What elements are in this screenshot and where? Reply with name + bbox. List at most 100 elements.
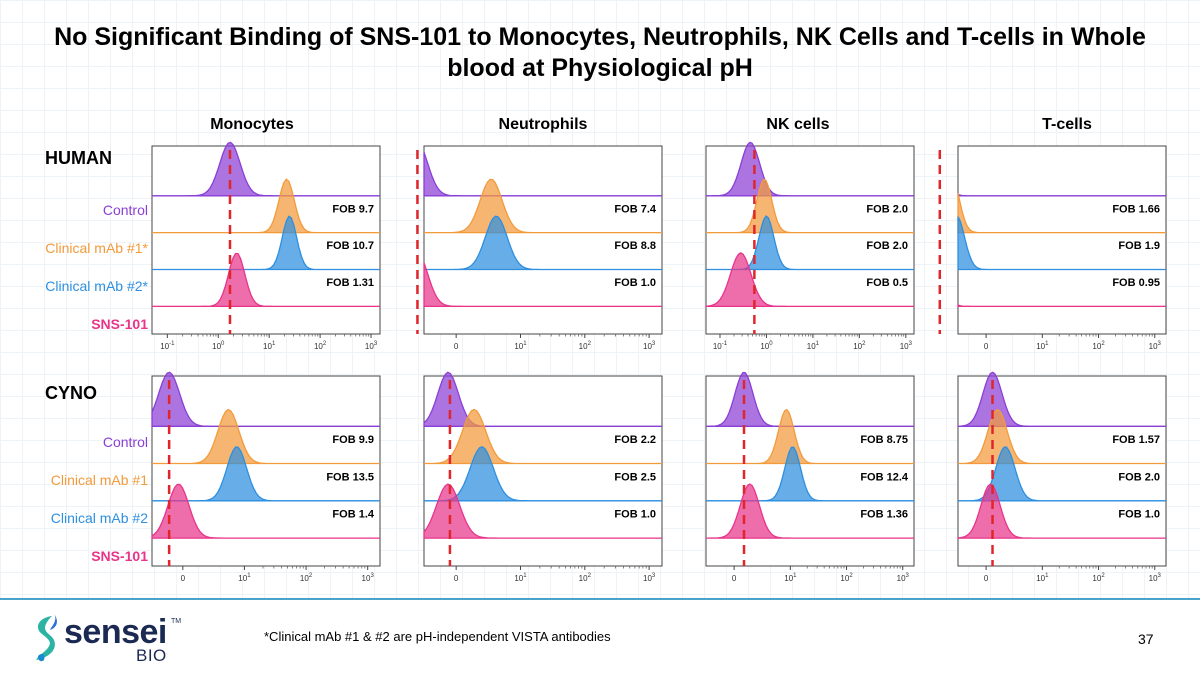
fob-label-cyno-monocytes-sns-101: FOB 1.4 (332, 509, 374, 521)
histogram-human-neutrophils-control (423, 151, 662, 197)
fob-label-human-monocytes-sns-101: FOB 1.31 (326, 277, 374, 289)
tick-label-human-nk-cells-4: 103 (900, 341, 913, 351)
fob-label-human-t-cells-clinical-1: FOB 1.66 (1112, 203, 1160, 215)
histogram-cyno-nk-cells-sns-101 (706, 483, 914, 539)
fob-label-human-nk-cells-clinical-2: FOB 2.0 (866, 240, 908, 252)
histogram-cyno-t-cells-control (957, 371, 1166, 427)
panel-frame-human-neutrophils (423, 145, 663, 335)
brand-subtitle: BIO (136, 646, 167, 665)
histogram-cyno-monocytes-control (151, 371, 380, 427)
tick-label-human-neutrophils-2: 102 (579, 341, 592, 351)
histogram-human-nk-cells-sns-101 (705, 252, 914, 308)
tick-label-human-neutrophils-3: 103 (643, 341, 656, 351)
tick-label-cyno-nk-cells-1: 101 (784, 573, 797, 583)
tick-label-cyno-t-cells-3: 103 (1149, 573, 1162, 583)
fob-label-human-neutrophils-sns-101: FOB 1.0 (614, 277, 656, 289)
row-label-human-clinical-1: Clinical mAb #1* (45, 240, 148, 256)
fob-label-cyno-monocytes-clinical-2: FOB 13.5 (326, 471, 374, 483)
tick-label-human-neutrophils-1: 101 (514, 341, 527, 351)
tick-label-cyno-monocytes-2: 102 (300, 573, 313, 583)
histogram-human-t-cells-clinical-1 (957, 193, 1166, 234)
column-header-neutrophils: Neutrophils (498, 116, 588, 133)
slide-title: No Significant Binding of SNS-101 to Mon… (54, 23, 1146, 82)
histogram-cyno-nk-cells-clinical-1 (706, 408, 914, 465)
histogram-human-neutrophils-clinical-1 (424, 178, 662, 234)
footnote: *Clinical mAb #1 & #2 are pH-independent… (264, 629, 611, 644)
tick-label-cyno-monocytes-3: 103 (362, 573, 375, 583)
tick-label-cyno-neutrophils-1: 101 (514, 573, 527, 583)
fob-label-cyno-t-cells-clinical-1: FOB 1.57 (1112, 434, 1160, 446)
column-header-nk-cells: NK cells (766, 116, 830, 133)
histogram-human-neutrophils-clinical-2 (424, 215, 662, 271)
histogram-human-monocytes-control (152, 141, 380, 197)
fob-label-cyno-nk-cells-clinical-2: FOB 12.4 (860, 471, 909, 483)
tick-label-cyno-monocytes-0: 0 (181, 574, 186, 583)
fob-label-human-neutrophils-clinical-2: FOB 8.8 (614, 240, 656, 252)
histogram-cyno-nk-cells-control (706, 371, 914, 427)
tick-label-cyno-nk-cells-3: 103 (897, 573, 910, 583)
row-label-cyno-clinical-1: Clinical mAb #1 (50, 472, 148, 488)
tick-label-cyno-neutrophils-2: 102 (579, 573, 592, 583)
tick-label-cyno-neutrophils-3: 103 (643, 573, 656, 583)
fob-label-human-monocytes-clinical-2: FOB 10.7 (326, 240, 374, 252)
fob-label-cyno-nk-cells-sns-101: FOB 1.36 (860, 509, 908, 521)
sensei-logo-icon (36, 614, 57, 662)
tick-label-cyno-t-cells-2: 102 (1092, 573, 1105, 583)
tick-label-human-t-cells-1: 101 (1036, 341, 1049, 351)
histogram-cyno-monocytes-sns-101 (151, 483, 380, 539)
species-label-human: HUMAN (45, 148, 112, 168)
tick-label-human-nk-cells-1: 100 (760, 341, 773, 351)
histogram-cyno-t-cells-sns-101 (957, 483, 1166, 539)
histogram-human-nk-cells-clinical-1 (706, 178, 914, 234)
fob-label-cyno-nk-cells-clinical-1: FOB 8.75 (860, 434, 908, 446)
fob-label-cyno-neutrophils-clinical-1: FOB 2.2 (614, 434, 656, 446)
histogram-cyno-monocytes-clinical-1 (152, 408, 380, 465)
fob-label-human-nk-cells-clinical-1: FOB 2.0 (866, 203, 908, 215)
tick-label-human-monocytes-0: 10-1 (160, 341, 175, 351)
page-number: 37 (1138, 631, 1154, 647)
row-label-cyno-sns-101: SNS-101 (91, 548, 148, 564)
tick-label-cyno-nk-cells-2: 102 (840, 573, 853, 583)
histogram-human-nk-cells-control (706, 141, 914, 197)
row-label-human-control: Control (102, 202, 148, 218)
histogram-cyno-neutrophils-control (423, 371, 662, 427)
tick-label-cyno-nk-cells-0: 0 (732, 574, 737, 583)
row-label-human-clinical-2: Clinical mAb #2* (45, 278, 148, 294)
histogram-cyno-neutrophils-sns-101 (423, 483, 662, 539)
fob-label-human-t-cells-clinical-2: FOB 1.9 (1118, 240, 1160, 252)
row-label-cyno-control: Control (102, 434, 148, 450)
histogram-human-t-cells-clinical-2 (957, 216, 1166, 271)
row-label-human-sns-101: SNS-101 (91, 316, 148, 332)
tick-label-human-t-cells-2: 102 (1092, 341, 1105, 351)
fob-label-cyno-t-cells-sns-101: FOB 1.0 (1118, 509, 1160, 521)
tick-label-human-monocytes-1: 100 (212, 341, 225, 351)
column-header-t-cells: T-cells (1042, 116, 1092, 133)
fob-label-human-monocytes-clinical-1: FOB 9.7 (332, 203, 374, 215)
histogram-cyno-neutrophils-clinical-2 (424, 446, 662, 502)
tick-label-human-t-cells-0: 0 (984, 342, 989, 351)
panel-frame-human-monocytes (151, 145, 381, 335)
footer-rule (0, 598, 1200, 600)
histogram-human-monocytes-clinical-1 (152, 178, 380, 234)
fob-label-cyno-t-cells-clinical-2: FOB 2.0 (1118, 471, 1160, 483)
column-header-monocytes: Monocytes (210, 116, 294, 133)
tick-label-human-nk-cells-0: 10-1 (713, 341, 728, 351)
tick-label-human-t-cells-3: 103 (1149, 341, 1162, 351)
histogram-human-monocytes-sns-101 (152, 252, 380, 308)
fob-label-cyno-neutrophils-sns-101: FOB 1.0 (614, 509, 656, 521)
fob-label-human-t-cells-sns-101: FOB 0.95 (1112, 277, 1160, 289)
fob-label-human-nk-cells-sns-101: FOB 0.5 (866, 277, 908, 289)
tick-label-human-monocytes-4: 103 (365, 341, 378, 351)
tick-label-human-nk-cells-2: 101 (807, 341, 820, 351)
brand-wordmark: sensei (64, 613, 167, 651)
tick-label-cyno-neutrophils-0: 0 (454, 574, 459, 583)
histogram-human-t-cells-control (957, 193, 1166, 197)
tick-label-human-neutrophils-0: 0 (454, 342, 459, 351)
histogram-human-t-cells-sns-101 (957, 304, 1166, 308)
brand-trademark: TM (171, 618, 182, 625)
fob-label-cyno-monocytes-clinical-1: FOB 9.9 (332, 434, 374, 446)
row-label-cyno-clinical-2: Clinical mAb #2 (50, 510, 148, 526)
tick-label-human-monocytes-2: 101 (263, 341, 276, 351)
species-label-cyno: CYNO (45, 383, 98, 403)
tick-label-cyno-t-cells-1: 101 (1036, 573, 1049, 583)
